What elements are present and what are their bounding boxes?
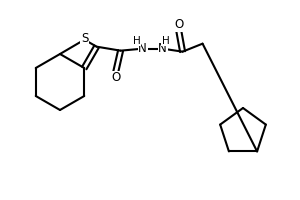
- Text: O: O: [174, 18, 183, 31]
- Text: O: O: [111, 71, 120, 84]
- Text: H: H: [162, 36, 170, 46]
- Text: S: S: [81, 32, 88, 45]
- Text: N: N: [138, 42, 147, 55]
- Text: N: N: [158, 42, 167, 55]
- Text: H: H: [133, 36, 140, 46]
